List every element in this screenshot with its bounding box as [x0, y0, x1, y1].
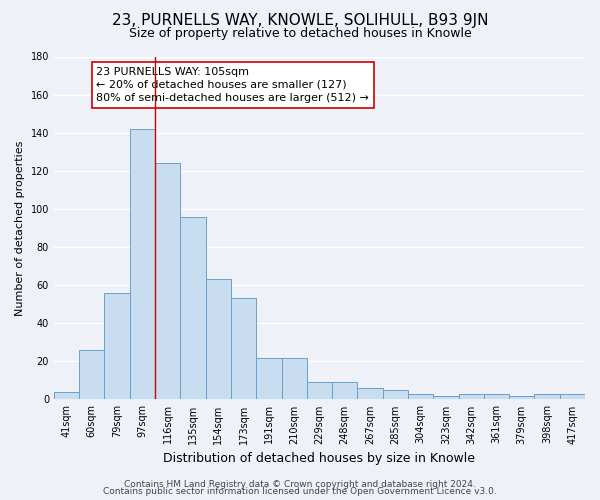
Bar — [332, 382, 358, 400]
Bar — [256, 358, 281, 400]
Bar — [433, 396, 458, 400]
Text: Size of property relative to detached houses in Knowle: Size of property relative to detached ho… — [128, 28, 472, 40]
Bar — [408, 394, 433, 400]
Bar — [560, 394, 585, 400]
Bar — [383, 390, 408, 400]
Bar — [130, 129, 155, 400]
Text: 23, PURNELLS WAY, KNOWLE, SOLIHULL, B93 9JN: 23, PURNELLS WAY, KNOWLE, SOLIHULL, B93 … — [112, 12, 488, 28]
Text: 23 PURNELLS WAY: 105sqm
← 20% of detached houses are smaller (127)
80% of semi-d: 23 PURNELLS WAY: 105sqm ← 20% of detache… — [97, 67, 369, 103]
Bar — [509, 396, 535, 400]
Bar — [54, 392, 79, 400]
Bar — [104, 292, 130, 400]
Bar — [155, 163, 181, 400]
Bar — [484, 394, 509, 400]
Bar — [281, 358, 307, 400]
X-axis label: Distribution of detached houses by size in Knowle: Distribution of detached houses by size … — [163, 452, 475, 465]
Bar — [231, 298, 256, 400]
Bar — [206, 280, 231, 400]
Y-axis label: Number of detached properties: Number of detached properties — [15, 140, 25, 316]
Bar — [79, 350, 104, 400]
Text: Contains public sector information licensed under the Open Government Licence v3: Contains public sector information licen… — [103, 487, 497, 496]
Bar — [535, 394, 560, 400]
Bar — [307, 382, 332, 400]
Bar — [181, 216, 206, 400]
Bar — [358, 388, 383, 400]
Text: Contains HM Land Registry data © Crown copyright and database right 2024.: Contains HM Land Registry data © Crown c… — [124, 480, 476, 489]
Bar — [458, 394, 484, 400]
